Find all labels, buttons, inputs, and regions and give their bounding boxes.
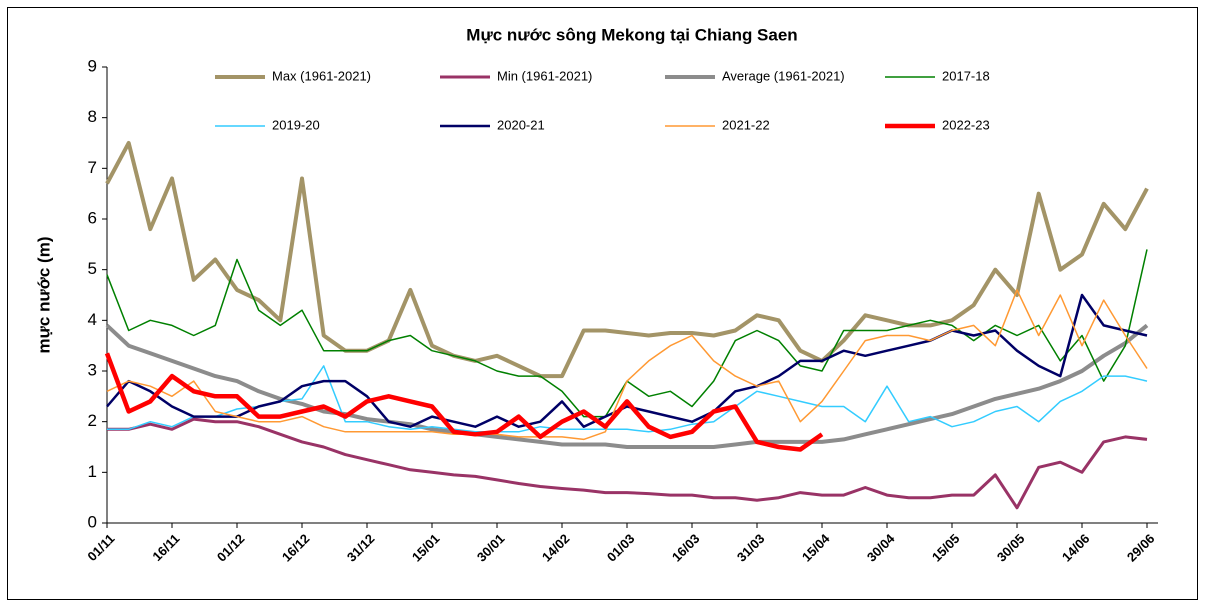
y-tick-label: 5: [88, 259, 97, 278]
series-line: [104, 352, 824, 452]
legend-label: 2019-20: [272, 117, 320, 132]
legend-label: Average (1961-2021): [722, 68, 845, 83]
legend-label: 2017-18: [942, 68, 990, 83]
y-tick-label: 9: [88, 56, 97, 75]
y-tick-label: 8: [88, 107, 97, 126]
y-tick-label: 7: [88, 158, 97, 177]
legend-label: 2021-22: [722, 117, 770, 132]
y-tick-label: 6: [88, 208, 97, 227]
y-axis-label: mực nước (m): [34, 237, 53, 354]
y-tick-label: 0: [88, 512, 97, 531]
series-line: [107, 417, 1148, 510]
chart-frame: [7, 7, 1198, 600]
series-line: [106, 293, 1148, 428]
legend-label: 2022-23: [942, 117, 990, 132]
series-line: [105, 323, 1149, 449]
y-tick-label: 4: [88, 310, 97, 329]
y-tick-label: 2: [88, 411, 97, 430]
series-line: [106, 289, 1148, 441]
legend-label: 2020-21: [497, 117, 545, 132]
series-line: [105, 141, 1149, 379]
y-tick-label: 1: [88, 462, 97, 481]
legend-label: Min (1961-2021): [497, 68, 592, 83]
y-tick-label: 3: [88, 360, 97, 379]
legend-label: Max (1961-2021): [272, 68, 371, 83]
chart-title: Mực nước sông Mekong tại Chiang Saen: [466, 25, 797, 44]
